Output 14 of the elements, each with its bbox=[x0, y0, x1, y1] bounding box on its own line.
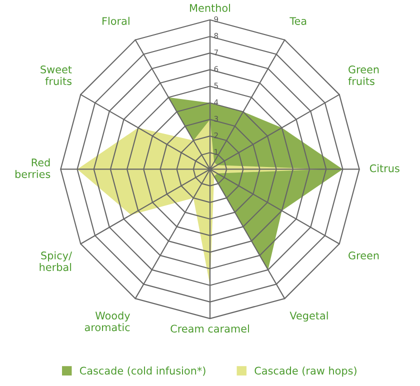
spoke-label: Red berries bbox=[15, 158, 50, 178]
spoke-label: Citrus bbox=[370, 164, 400, 172]
legend-label: Cascade (raw hops) bbox=[254, 366, 356, 377]
spoke-label: Vegetal bbox=[290, 311, 328, 322]
spoke-label: Menthol bbox=[190, 4, 230, 12]
legend-label: Cascade (cold infusion*) bbox=[80, 366, 206, 376]
spoke-label: Sweet fruits bbox=[40, 66, 72, 86]
spoke-label: Tea bbox=[290, 17, 306, 25]
spoke-label: Green bbox=[348, 252, 379, 260]
spoke-label: Woody aromatic bbox=[84, 311, 130, 332]
spoke-label: Floral bbox=[102, 16, 130, 25]
spoke-label: Spicy/ herbal bbox=[40, 251, 72, 272]
spoke-label: Cream caramel bbox=[170, 324, 249, 333]
spoke-label: Green fruits bbox=[348, 66, 379, 86]
